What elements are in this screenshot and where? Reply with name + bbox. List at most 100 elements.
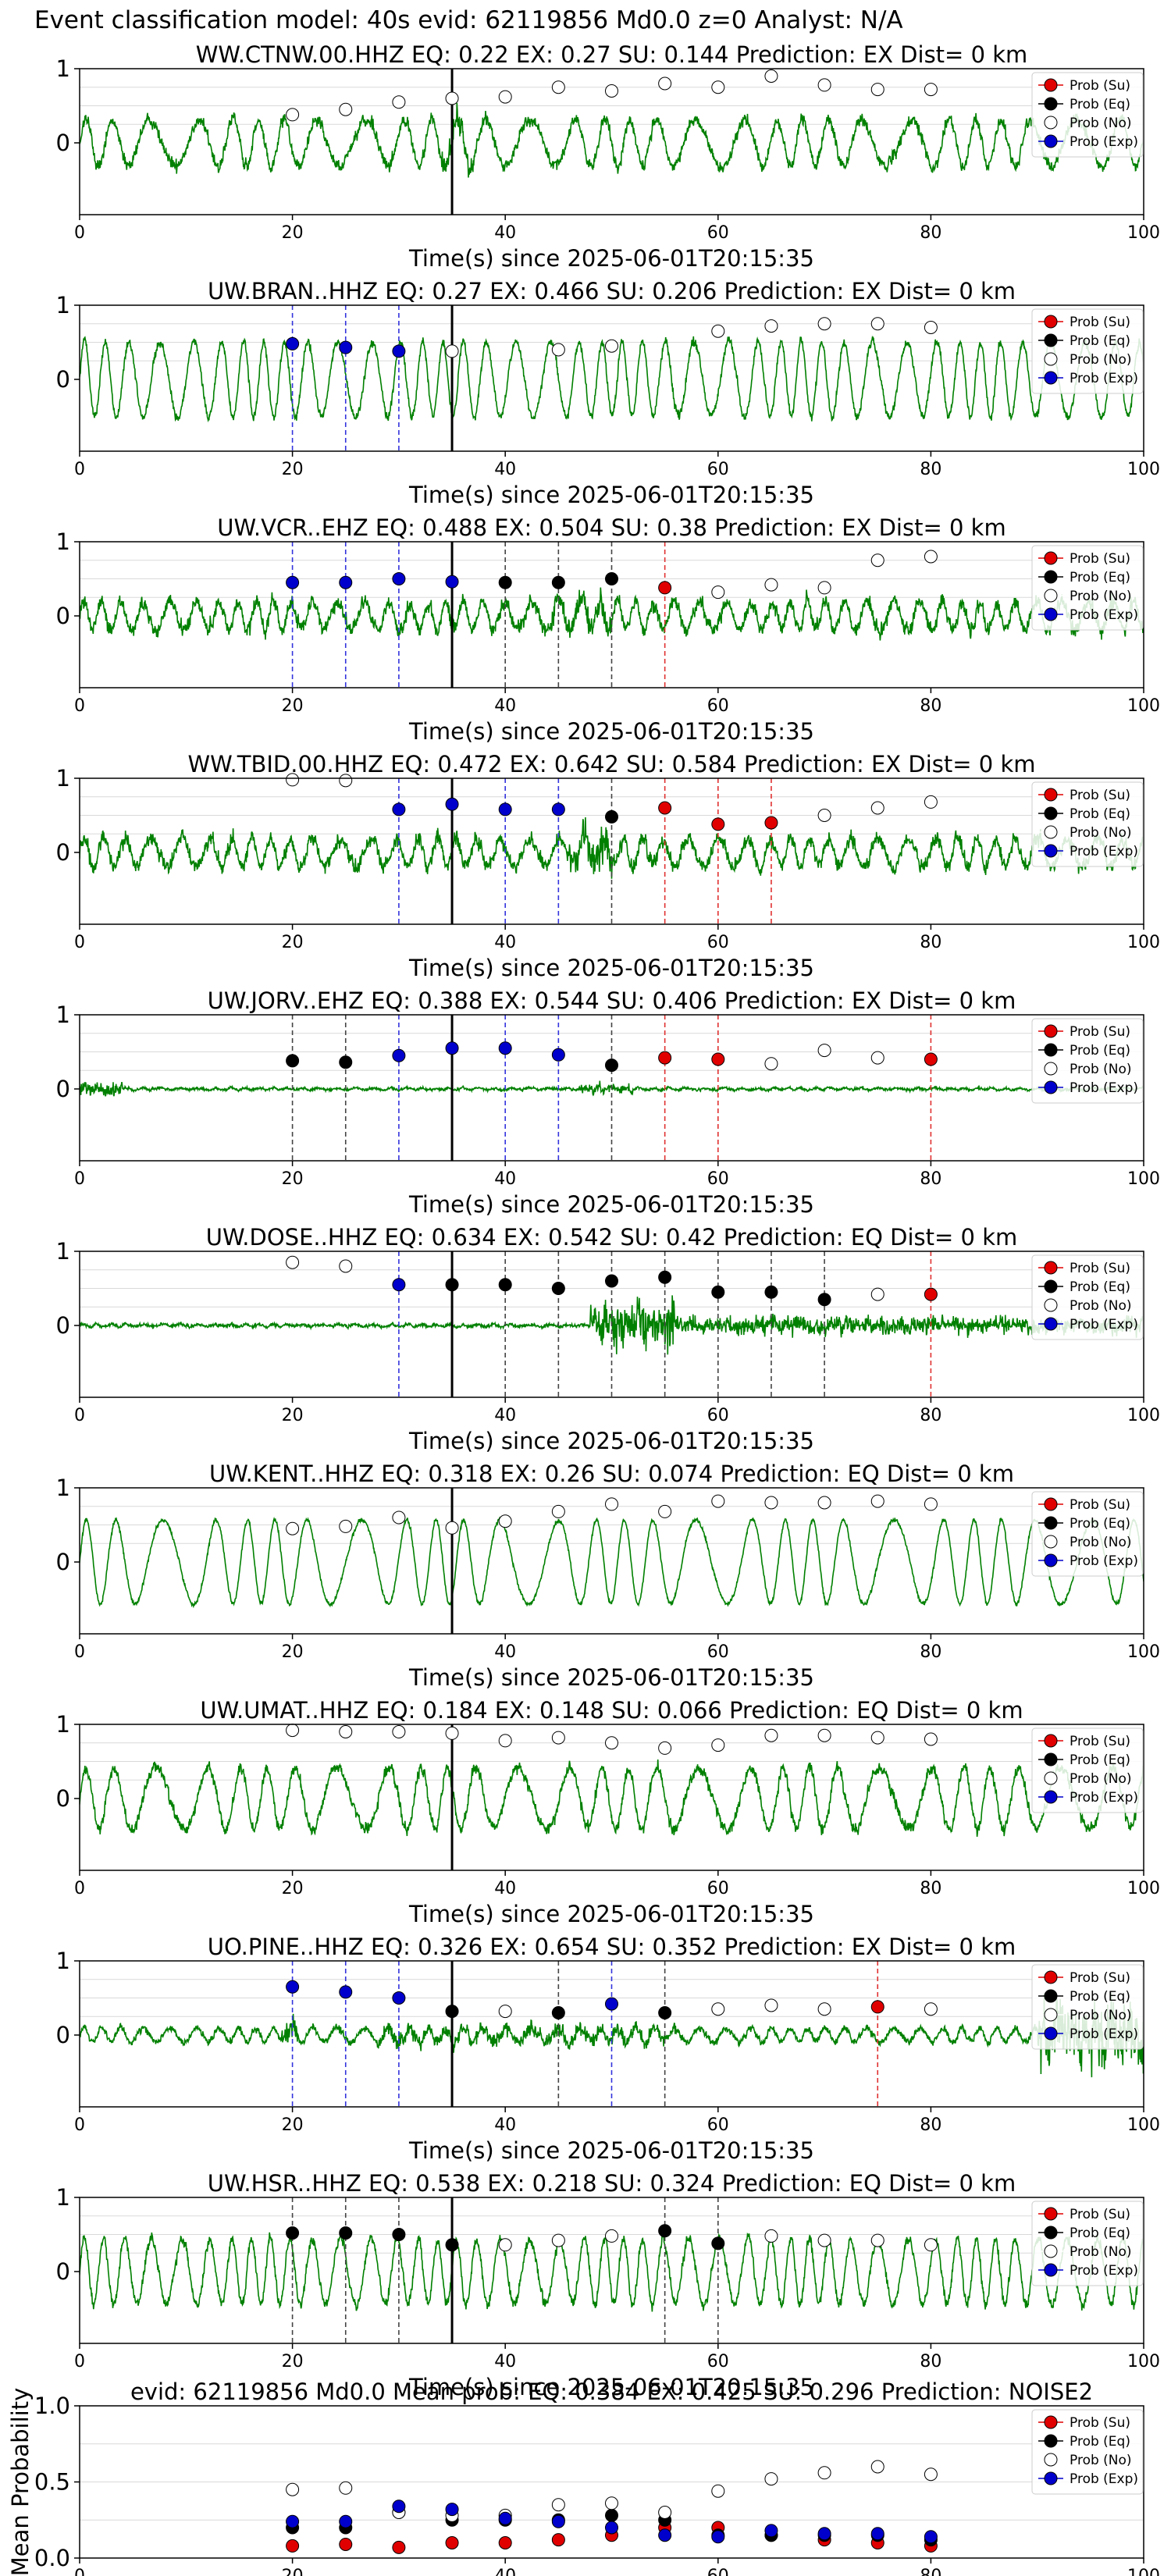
subplot-title: UW.BRAN..HHZ EQ: 0.27 EX: 0.466 SU: 0.20… xyxy=(208,278,1016,304)
legend-marker-no xyxy=(1044,2008,1058,2022)
legend-label: Prob (No) xyxy=(1070,116,1132,131)
prob-point-no xyxy=(870,2233,884,2247)
prob-point-no xyxy=(286,1521,300,1535)
prob-point-eq xyxy=(445,2005,459,2019)
prob-point-eq xyxy=(551,1282,565,1295)
y-tick-label: 0 xyxy=(56,1076,70,1102)
prob-point-no xyxy=(551,1731,565,1745)
y-axis-label: Mean Probability xyxy=(7,2388,34,2576)
prob-point-exp xyxy=(392,344,406,358)
prob-point-exp xyxy=(339,1985,353,1999)
legend-marker-exp xyxy=(1044,2026,1058,2041)
legend-label: Prob (No) xyxy=(1070,1062,1132,1077)
x-tick-label: 80 xyxy=(920,1879,941,1898)
x-axis-label: Time(s) since 2025-06-01T20:15:35 xyxy=(408,482,814,508)
y-tick-label: 0.5 xyxy=(34,2469,70,2496)
prob-point-no xyxy=(924,1732,938,1746)
legend-box xyxy=(1031,2201,1144,2286)
x-tick-label: 60 xyxy=(707,2352,729,2371)
prob-point-eq xyxy=(339,1055,353,1069)
axes-frame xyxy=(79,304,1144,452)
subplot-5: UW.JORV..EHZ EQ: 0.388 EX: 0.544 SU: 0.4… xyxy=(56,987,1160,1218)
mean-point-no xyxy=(339,2481,353,2495)
prob-point-no xyxy=(605,339,618,353)
legend-marker-su xyxy=(1044,551,1058,565)
legend-label: Prob (Exp) xyxy=(1070,1317,1138,1332)
legend-box xyxy=(1031,1018,1144,1104)
prob-point-no xyxy=(711,2002,725,2016)
x-tick-label: 60 xyxy=(707,2115,729,2135)
prob-point-exp xyxy=(392,1048,406,1062)
legend-marker-su xyxy=(1044,315,1058,329)
prob-point-eq xyxy=(817,1293,831,1307)
prob-point-no xyxy=(764,319,778,333)
prob-point-no xyxy=(658,76,672,91)
legend-label: Prob (No) xyxy=(1070,352,1132,368)
prob-point-no xyxy=(817,2002,831,2016)
legend: Prob (Su) Prob (Eq) Prob (No) Prob (Exp) xyxy=(1031,308,1144,394)
prob-point-no xyxy=(711,80,725,94)
x-axis-label: Time(s) since 2025-06-01T20:15:35 xyxy=(408,2137,814,2164)
legend-marker-exp xyxy=(1044,1790,1058,1804)
prob-point-no xyxy=(764,1728,778,1742)
prob-point-no xyxy=(286,1255,300,1269)
x-tick-label: 0 xyxy=(74,223,85,243)
legend-label: Prob (Su) xyxy=(1070,2415,1130,2431)
x-tick-label: 40 xyxy=(494,1169,516,1189)
legend-box xyxy=(1031,1727,1144,1813)
prob-point-eq xyxy=(445,2238,459,2252)
prob-point-exp xyxy=(286,575,300,589)
x-tick-label: 20 xyxy=(282,696,304,716)
subplot-8: UW.UMAT..HHZ EQ: 0.184 EX: 0.148 SU: 0.0… xyxy=(56,1697,1160,1927)
subplot-title: UW.DOSE..HHZ EQ: 0.634 EX: 0.542 SU: 0.4… xyxy=(206,1224,1018,1251)
legend-label: Prob (Exp) xyxy=(1070,371,1138,386)
prob-point-exp xyxy=(445,797,459,811)
figure-title: Event classification model: 40s evid: 62… xyxy=(34,6,903,34)
prob-point-eq xyxy=(605,809,618,824)
mean-point-su xyxy=(286,2539,300,2553)
x-tick-label: 40 xyxy=(494,933,516,952)
x-tick-label: 20 xyxy=(282,1406,304,1425)
legend-marker-no xyxy=(1044,352,1058,366)
prob-point-exp xyxy=(551,1048,565,1062)
legend: Prob (Su) Prob (Eq) Prob (No) Prob (Exp) xyxy=(1031,72,1144,158)
legend-label: Prob (Exp) xyxy=(1070,2471,1138,2487)
prob-point-eq xyxy=(286,2226,300,2240)
y-tick-label: 0 xyxy=(56,1312,70,1339)
legend: Prob (Su) Prob (Eq) Prob (No) Prob (Exp) xyxy=(1031,2201,1144,2286)
prob-point-eq xyxy=(392,2228,406,2241)
legend: Prob (Su) Prob (Eq) Prob (No) Prob (Exp) xyxy=(1031,1018,1144,1104)
subplot-2: UW.BRAN..HHZ EQ: 0.27 EX: 0.466 SU: 0.20… xyxy=(56,278,1160,508)
prob-point-exp xyxy=(286,1980,300,1994)
prob-point-no xyxy=(605,1497,618,1511)
prob-point-no xyxy=(817,1728,831,1742)
prob-point-no xyxy=(764,2229,778,2243)
prob-point-eq xyxy=(605,1274,618,1288)
legend-marker-eq xyxy=(1044,1279,1058,1293)
subplot-11: evid: 62119856 Md0.0 Mean prob: EQ: 0.38… xyxy=(7,2379,1160,2576)
x-tick-label: 60 xyxy=(707,223,729,243)
subplot-title: UW.HSR..HHZ EQ: 0.538 EX: 0.218 SU: 0.32… xyxy=(208,2170,1016,2197)
mean-point-exp xyxy=(924,2530,938,2544)
mean-point-exp xyxy=(392,2500,406,2514)
prob-point-exp xyxy=(605,1997,618,2011)
legend-label: Prob (Su) xyxy=(1070,78,1130,94)
x-tick-label: 100 xyxy=(1127,2567,1160,2576)
x-tick-label: 0 xyxy=(74,460,85,479)
axes-frame xyxy=(79,68,1144,215)
legend-label: Prob (Exp) xyxy=(1070,1553,1138,1569)
legend: Prob (Su) Prob (Eq) Prob (No) Prob (Exp) xyxy=(1031,1964,1144,2050)
x-tick-label: 0 xyxy=(74,1406,85,1425)
y-tick-label: 1 xyxy=(56,1948,70,1974)
x-tick-label: 40 xyxy=(494,2567,516,2576)
prob-point-no xyxy=(870,1731,884,1745)
legend-label: Prob (Eq) xyxy=(1070,333,1130,349)
x-tick-label: 60 xyxy=(707,460,729,479)
prob-point-no xyxy=(392,1725,406,1738)
legend-marker-no xyxy=(1044,2453,1058,2467)
x-axis-label: Time(s) since 2025-06-01T20:15:35 xyxy=(408,245,814,272)
y-tick-label: 1 xyxy=(56,1002,70,1028)
prob-point-eq xyxy=(658,1270,672,1284)
x-tick-label: 100 xyxy=(1127,460,1160,479)
prob-point-eq xyxy=(498,1278,512,1292)
